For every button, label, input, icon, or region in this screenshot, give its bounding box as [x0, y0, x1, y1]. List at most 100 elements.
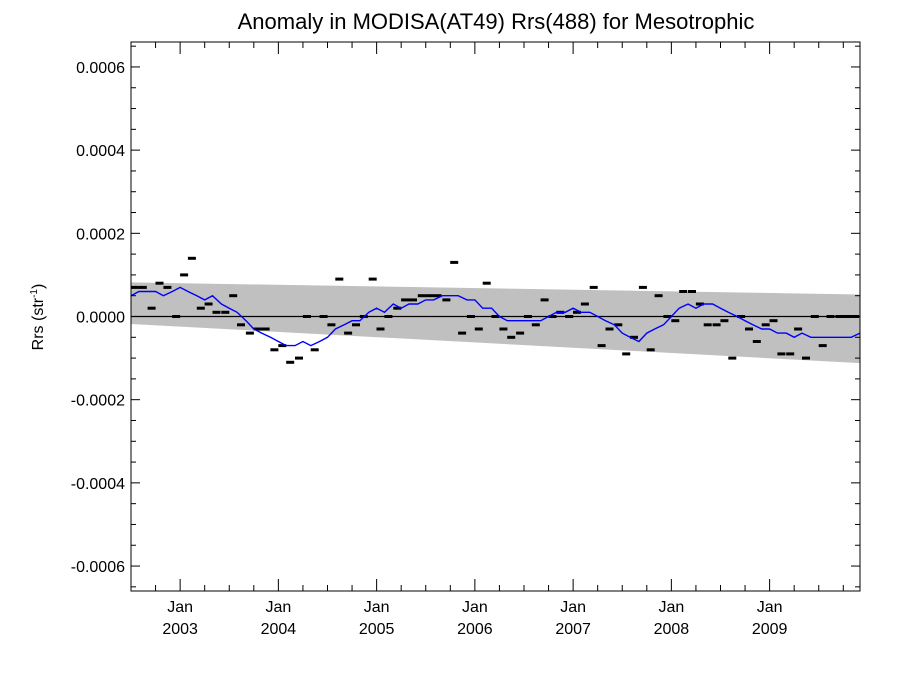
data-point-marker: [187, 256, 196, 260]
confidence-band: [131, 282, 860, 364]
x-tick-year-label: 2005: [359, 621, 395, 638]
x-tick-month-label: Jan: [265, 599, 291, 616]
data-point-marker: [531, 323, 540, 327]
data-point-marker: [466, 315, 475, 318]
data-point-marker: [163, 285, 172, 289]
data-point-marker: [286, 360, 295, 364]
x-tick-month-label: Jan: [364, 599, 390, 616]
data-point-marker: [622, 352, 631, 356]
data-point-marker: [245, 331, 254, 335]
x-tick-month-label: Jan: [757, 599, 783, 616]
x-tick-year-label: 2009: [752, 621, 788, 638]
data-point-marker: [482, 281, 491, 285]
data-point-marker: [147, 306, 156, 310]
data-point-marker: [614, 323, 623, 327]
data-point-marker: [573, 310, 581, 314]
data-point-marker: [752, 340, 761, 343]
y-tick-label: 0.0006: [76, 60, 125, 77]
x-tick-year-label: 2006: [457, 621, 493, 638]
data-point-marker: [777, 352, 786, 356]
y-axis-label: Rrs (str-1): [29, 284, 47, 351]
data-point-marker: [720, 319, 729, 323]
data-point-marker: [810, 315, 819, 318]
data-point-marker: [474, 327, 483, 331]
smoothed-anomaly-line: [130, 286, 861, 347]
data-point-marker: [138, 285, 147, 289]
data-point-marker: [523, 315, 532, 318]
y-tick-label: 0.0004: [76, 143, 125, 160]
data-point-marker: [327, 323, 336, 327]
data-point-marker: [319, 315, 328, 318]
data-point-marker: [745, 327, 753, 331]
data-point-marker: [130, 285, 139, 289]
x-tick-month-label: Jan: [167, 599, 193, 616]
data-point-marker: [425, 294, 434, 298]
data-point-marker: [212, 310, 221, 314]
data-point-marker: [818, 344, 827, 348]
data-point-marker: [638, 285, 647, 289]
data-point-marker: [237, 323, 245, 327]
x-tick-month-label: Jan: [560, 599, 586, 616]
data-point-marker: [278, 344, 287, 348]
data-point-marker: [761, 323, 770, 327]
data-point-marker: [302, 315, 311, 318]
data-point-marker: [679, 290, 688, 293]
data-point-marker: [516, 331, 525, 335]
data-point-marker: [417, 294, 426, 298]
chart-title: Anomaly in MODISA(AT49) Rrs(488) for Mes…: [238, 9, 755, 34]
data-point-marker: [737, 315, 746, 318]
data-point-marker: [253, 327, 262, 331]
data-point-marker: [409, 298, 417, 302]
data-point-marker: [802, 356, 810, 360]
data-point-marker: [548, 315, 557, 318]
x-tick-year-label: 2008: [654, 621, 690, 638]
y-tick-label: 0.0002: [76, 226, 125, 243]
data-point-marker: [344, 331, 353, 335]
data-point-marker: [565, 315, 574, 318]
data-point-marker: [433, 294, 442, 298]
data-point-marker: [393, 306, 402, 310]
data-point-marker: [786, 352, 795, 356]
y-axis-label-main: Rrs (str: [30, 297, 47, 350]
data-point-marker: [794, 327, 803, 331]
data-point-marker: [703, 323, 712, 327]
data-point-marker: [155, 281, 164, 285]
data-point-marker: [654, 294, 663, 298]
data-point-marker: [335, 277, 344, 281]
data-point-marker: [630, 335, 638, 339]
data-point-marker: [458, 331, 467, 335]
data-point-marker: [826, 315, 835, 318]
data-point-marker: [172, 315, 181, 318]
x-tick-month-label: Jan: [462, 599, 488, 616]
data-point-marker: [401, 298, 410, 302]
y-tick-label: -0.0006: [71, 559, 125, 576]
x-tick-month-label: Jan: [658, 599, 684, 616]
x-tick-year-label: 2003: [162, 621, 198, 638]
data-point-marker: [295, 356, 303, 360]
data-point-marker: [352, 323, 360, 327]
data-point-marker: [180, 273, 189, 277]
data-point-marker: [229, 294, 238, 298]
data-point-marker: [310, 348, 319, 352]
data-point-marker: [663, 315, 672, 318]
data-point-marker: [221, 310, 230, 314]
data-point-marker: [580, 302, 589, 306]
plot-area: -0.0006 -0.0004 -0.0002 0.0000 0.0002 0.0004 0…: [71, 41, 861, 638]
data-point-marker: [384, 315, 393, 318]
data-point-marker: [499, 327, 508, 331]
data-point-marker: [695, 302, 704, 306]
data-point-marker: [507, 335, 516, 339]
y-axis-label-close: ): [30, 284, 47, 289]
data-point-marker: [491, 315, 500, 318]
y-tick-label: -0.0002: [71, 393, 125, 410]
data-point-marker: [605, 327, 614, 331]
y-tick-label: 0.0000: [76, 310, 125, 327]
data-point-marker: [688, 290, 696, 293]
data-point-marker: [376, 327, 385, 331]
data-point-marker: [261, 327, 270, 331]
data-point-marker: [671, 319, 680, 323]
x-tick-year-label: 2007: [555, 621, 591, 638]
data-point-marker: [270, 348, 279, 352]
data-point-marker: [450, 260, 459, 264]
